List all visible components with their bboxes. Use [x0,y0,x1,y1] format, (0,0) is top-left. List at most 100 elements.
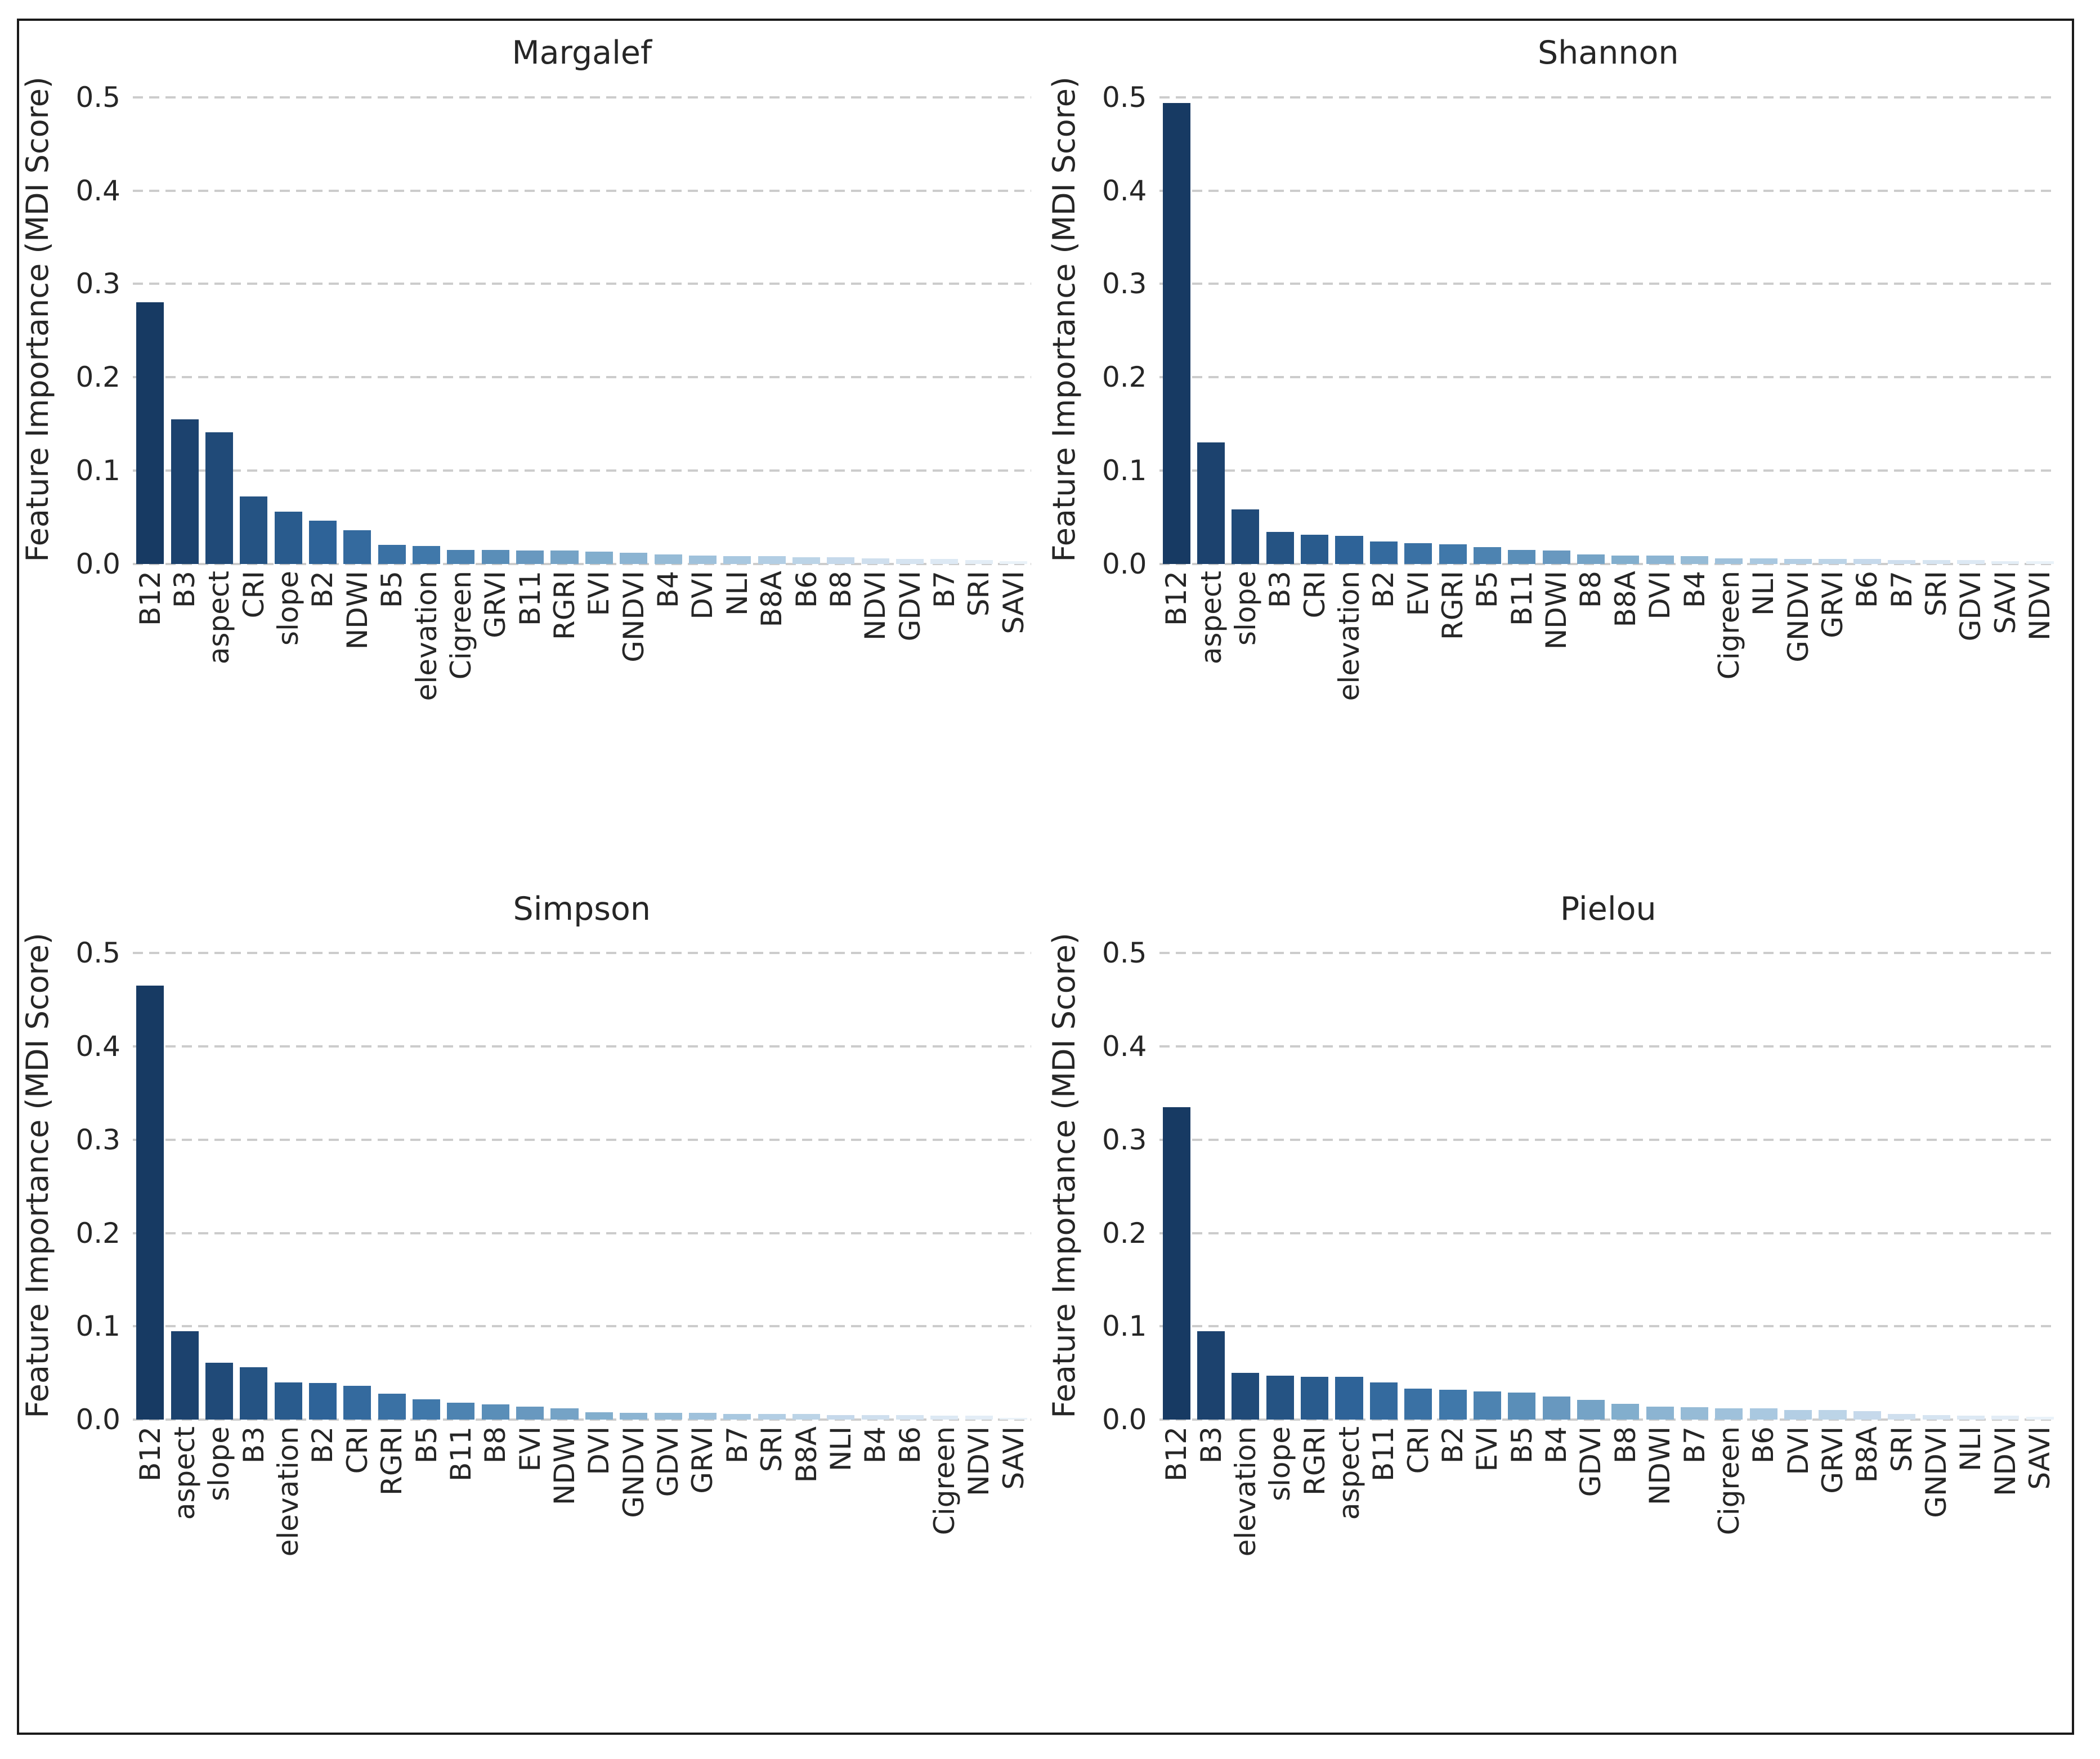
x-tick-label-aspect: aspect [1194,570,1228,664]
gridline [1159,1325,2057,1328]
x-tick-slot: RGRI [1435,571,1470,640]
y-tick-labels: 0.0 0.1 0.2 0.3 0.4 0.5 [56,75,133,578]
x-tick-label-slope: slope [1264,1426,1297,1502]
y-axis-label-text: Feature Importance (MDI Score) [1046,77,1082,562]
bar-slot [409,931,444,1420]
x-tick-label-RGRI: RGRI [375,1426,409,1496]
x-tick-label-B6: B6 [790,570,823,608]
y-axis-label-text: Feature Importance (MDI Score) [20,77,55,562]
bar-slot [1332,75,1366,564]
bar-NDWI [550,1408,579,1420]
x-tick-slot: CRI [340,1426,374,1474]
gridline [133,1325,1031,1328]
bar-CRI [343,1386,371,1420]
bar-slot [858,931,893,1420]
x-tick-labels: B12 aspect slope B3 CRI elevation B2 EVI RGRI B5 B… [1159,564,2058,877]
bar-B11 [1508,549,1536,564]
bar-B8 [1611,1403,1640,1420]
x-tick-slot: Cigreen [1712,1426,1746,1535]
x-tick-label-B3: B3 [1194,1426,1228,1464]
bar-slot [651,931,685,1420]
x-tick-label-B7: B7 [1885,570,1918,608]
bar-slot [1781,75,1815,564]
bar-SAVI [1000,561,1028,564]
bar-NDVI [861,558,889,564]
x-tick-slot: CRI [236,571,271,618]
y-tick-label: 0.4 [75,174,120,207]
x-tick-slot: EVI [513,1426,547,1472]
x-tick-slot: B6 [893,1426,927,1463]
bar-slot [1297,931,1332,1420]
bar-elevation [274,1382,302,1420]
x-tick-slot: CRI [1297,571,1332,618]
chart-shannon: Shannon Feature Importance (MDI Score) 0… [1046,21,2072,877]
x-tick-label-B4: B4 [859,1426,892,1464]
bar-slot [1919,931,1953,1420]
x-tick-slot: DVI [1643,571,1677,620]
y-tick-labels: 0.0 0.1 0.2 0.3 0.4 0.5 [56,931,133,1434]
x-tick-slot: elevation [271,1426,305,1556]
bar-NLI [1749,558,1777,564]
x-tick-label-B5: B5 [1505,1426,1538,1464]
x-tick-slot: B8A [754,571,789,627]
x-tick-slot: B3 [167,571,202,608]
x-tick-label-B5: B5 [375,570,409,608]
x-tick-slot: Cigreen [1712,571,1746,679]
x-tick-label-CRI: CRI [1402,1426,1435,1474]
chart-title-row: Shannon [1159,21,2058,75]
bar-B11 [447,1403,475,1420]
bar-slot [893,75,927,564]
x-tick-slot: B11 [1367,1426,1401,1482]
bar-NDVI [1991,1416,2020,1420]
x-tick-label-NDWI: NDWI [1644,1426,1677,1506]
x-tick-label-SRI: SRI [1920,570,1953,616]
x-tick-label-DVI: DVI [1781,1426,1815,1475]
x-tick-slot: B3 [1263,571,1297,608]
x-tick-label-NLI: NLI [720,570,754,616]
bar-elevation [1335,535,1363,564]
x-tick-label-B3: B3 [237,1426,270,1464]
x-tick-slot: B8 [1608,1426,1642,1463]
x-tick-slot: B2 [306,1426,340,1463]
bar-SRI [965,560,993,564]
bar-slot [1677,75,1712,564]
x-tick-slot: SRI [962,571,996,616]
x-tick-label-RGRI: RGRI [1436,570,1470,640]
bar-slot [340,931,374,1420]
x-tick-slot: NDVI [962,1426,996,1496]
bar-DVI [1784,1410,1812,1420]
bar-slot [133,75,167,564]
bar-slot [1988,75,2022,564]
x-tick-label-EVI: EVI [1402,570,1435,616]
bar-slot [2022,75,2057,564]
bar-slot [1470,75,1505,564]
x-tick-label-SRI: SRI [1885,1426,1918,1472]
bar-slot [375,931,409,1420]
bar-slot [167,931,202,1420]
gridline [133,952,1031,955]
gridline [133,469,1031,472]
y-tick-label: 0.3 [1102,267,1147,301]
x-tick-slot: B2 [306,571,340,608]
x-tick-slot: B4 [1677,571,1712,608]
bar-NLI [827,1415,855,1420]
bar-slot [1228,931,1262,1420]
bar-B12 [1162,1107,1190,1420]
x-tick-slot: B5 [409,1426,444,1463]
bar-slot [444,75,478,564]
x-tick-slot: B7 [1677,1426,1712,1463]
bar-B2 [1439,1389,1467,1420]
x-tick-label-B12: B12 [133,570,167,626]
gridline [1159,283,2057,285]
x-tick-slot: B12 [1159,1426,1194,1482]
x-tick-label-B3: B3 [1264,570,1297,608]
plot-area [133,931,1031,1421]
x-tick-slot: GDVI [1574,1426,1608,1497]
x-tick-label-B4: B4 [652,570,685,608]
bar-B4 [1681,556,1709,564]
bar-slot [996,75,1031,564]
bar-slot [1228,75,1262,564]
chart-title: Pielou [1560,890,1656,928]
bar-B3 [1266,532,1294,564]
chart-title-row: Pielou [1159,877,2058,931]
